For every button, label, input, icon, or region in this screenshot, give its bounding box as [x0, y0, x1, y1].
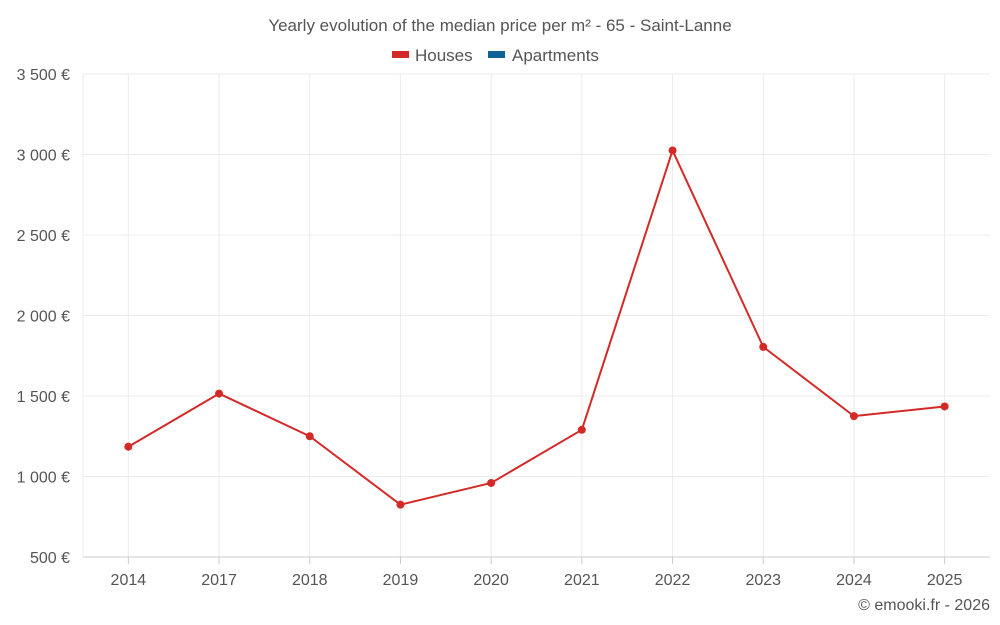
- grid: [82, 73, 990, 557]
- data-point-houses[interactable]: [487, 478, 496, 487]
- y-tick-label: 1 500 €: [17, 389, 70, 406]
- legend-label-apartments[interactable]: Apartments: [512, 46, 599, 65]
- data-point-houses[interactable]: [940, 402, 949, 411]
- x-tick-label: 2023: [745, 572, 781, 589]
- y-tick-label: 1 000 €: [17, 470, 70, 487]
- credit-text: © emooki.fr - 2026: [858, 597, 990, 614]
- data-point-houses[interactable]: [759, 342, 768, 351]
- x-tick-label: 2017: [201, 572, 237, 589]
- x-tick-label: 2019: [383, 572, 419, 589]
- y-axis: 500 € 1 000 € 1 500 € 2 000 € 2 500 € 3 000 €…: [17, 67, 70, 567]
- legend-swatch-apartments: [488, 51, 505, 58]
- x-tick-label: 2022: [655, 572, 691, 589]
- y-tick-label: 2 000 €: [17, 309, 70, 326]
- data-point-houses[interactable]: [668, 146, 677, 155]
- y-tick-label: 3 500 €: [17, 67, 70, 84]
- series-houses: [124, 146, 949, 509]
- legend: Houses Apartments: [392, 46, 599, 65]
- legend-label-houses[interactable]: Houses: [415, 46, 473, 65]
- chart-title: Yearly evolution of the median price per…: [268, 16, 731, 35]
- legend-swatch-houses: [392, 51, 409, 58]
- y-tick-label: 500 €: [30, 550, 70, 567]
- x-tick-label: 2014: [111, 572, 147, 589]
- x-tick-label: 2021: [564, 572, 600, 589]
- x-tick-label: 2020: [473, 572, 509, 589]
- y-tick-label: 2 500 €: [17, 228, 70, 245]
- x-tick-label: 2024: [836, 572, 872, 589]
- series-line-houses: [127, 149, 945, 506]
- x-tick-label: 2018: [292, 572, 328, 589]
- x-axis: 2014 2017 2018 2019 2020 2021 2022 2023 2024 2025: [83, 556, 990, 589]
- y-tick-label: 3 000 €: [17, 148, 70, 165]
- data-point-houses[interactable]: [305, 432, 314, 441]
- data-point-houses[interactable]: [577, 425, 586, 434]
- data-point-houses[interactable]: [215, 389, 224, 398]
- data-point-houses[interactable]: [396, 500, 405, 509]
- x-tick-label: 2025: [927, 572, 963, 589]
- data-point-houses[interactable]: [124, 442, 133, 451]
- data-point-houses[interactable]: [849, 412, 858, 421]
